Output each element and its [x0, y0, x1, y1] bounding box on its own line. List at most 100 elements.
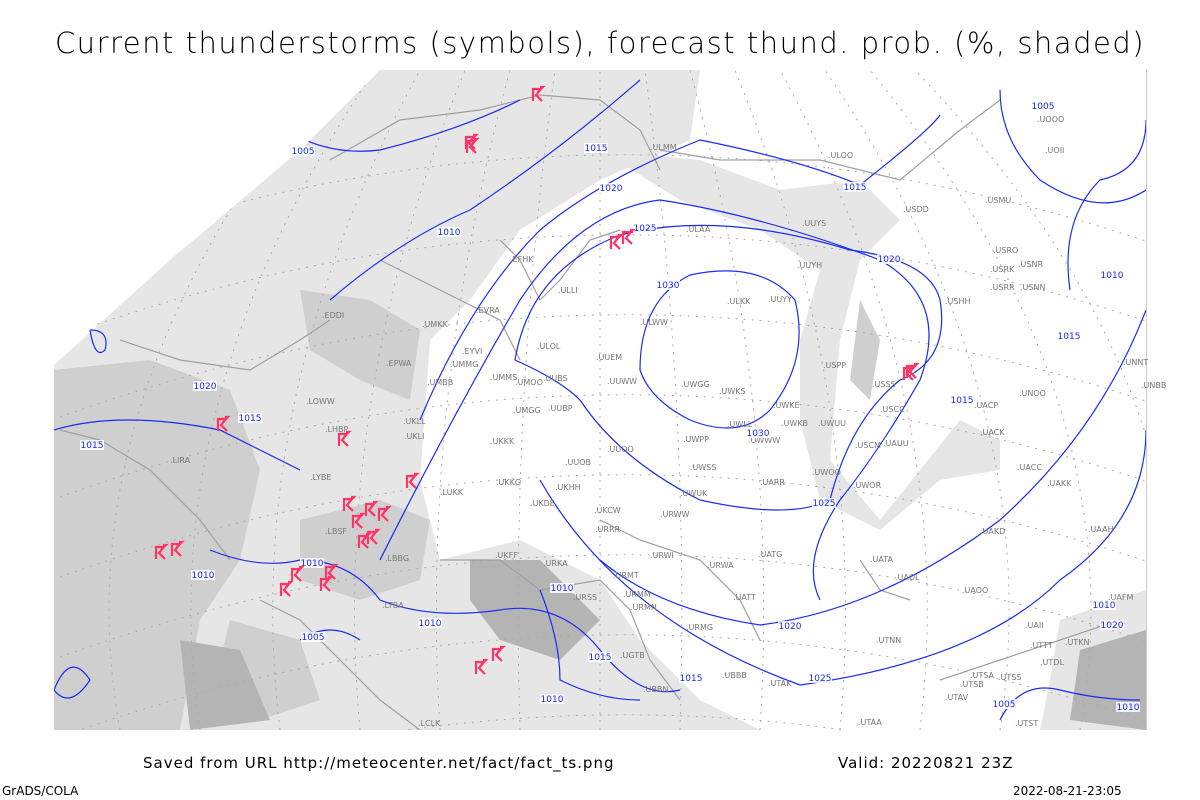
thunderstorm-icon	[465, 137, 480, 154]
isobar-line	[1067, 119, 1146, 291]
station-label: .UKDE	[530, 499, 555, 508]
valid-time: Valid: 20220821 23Z	[838, 754, 1014, 772]
isobar-label-background	[550, 583, 574, 593]
thunderstorm-symbols	[154, 85, 920, 675]
station-label: .UWWW	[748, 436, 780, 445]
station-label: .UWUU	[818, 419, 846, 428]
isobar-label-background	[80, 440, 104, 450]
isobar-label: 1015	[680, 674, 703, 684]
station-label: .ULLI	[558, 286, 578, 295]
isobar-label-background	[1092, 600, 1116, 610]
station-label: .UMOO	[515, 378, 543, 387]
isobar-label-background	[1116, 702, 1140, 712]
isobar-label: 1010	[551, 584, 574, 594]
station-label: .UUOO	[607, 445, 634, 454]
station-label: .UUYY	[768, 295, 792, 304]
station-label: .UTSB	[960, 680, 984, 689]
thunderstorm-icon	[405, 472, 420, 489]
isobar-label-background	[540, 694, 564, 704]
isobar-label-background	[746, 428, 770, 438]
station-label: .USRK	[990, 265, 1015, 274]
station-label: .UAOO	[962, 586, 988, 595]
isobar-label: 1020	[878, 255, 901, 265]
isobar-label-background	[656, 280, 680, 290]
station-label: .USRR	[990, 283, 1015, 292]
isobar-label: 1010	[419, 619, 442, 629]
thunderstorm-probability-area	[850, 300, 880, 400]
isobar-label: 1010	[1093, 601, 1116, 611]
station-label: .UATA	[870, 555, 894, 564]
station-label: .LIRA	[170, 456, 191, 465]
isobar-label: 1010	[1117, 703, 1140, 713]
station-label: .ULKK	[727, 297, 751, 306]
station-label: .UAUU	[883, 439, 909, 448]
station-label: .UTTT	[1030, 641, 1053, 650]
station-label: .UTAV	[945, 693, 969, 702]
isobar-label-background	[843, 182, 867, 192]
station-label: .UAKD	[980, 527, 1005, 536]
isobar-label-background	[437, 227, 461, 237]
isobar-label: 1015	[844, 183, 867, 193]
station-label: .LBBG	[385, 554, 409, 563]
coastline	[659, 99, 1001, 181]
isobar-label-background	[808, 673, 832, 683]
isobar-labels: 1005 1010 1015 1020 1025 1030 1030 1025 1020 1015…	[80, 101, 1140, 713]
isobar-label: 1020	[779, 622, 802, 632]
thunderstorm-probability-area	[180, 640, 270, 730]
thunderstorm-icon	[319, 575, 334, 592]
station-label: .UOII	[1045, 146, 1064, 155]
isobar-line	[329, 79, 641, 301]
parallel-line	[54, 314, 1146, 441]
coastline	[119, 319, 331, 371]
isobar-label: 1005	[1032, 102, 1055, 112]
isobar-label-background	[992, 699, 1016, 709]
isobar-label-background	[291, 146, 315, 156]
station-label: .USHH	[945, 297, 971, 306]
station-label: .UTAK	[768, 679, 792, 688]
parallel-line	[54, 554, 1146, 681]
thunderstorm-icon	[324, 563, 339, 580]
thunderstorm-icon	[364, 500, 379, 517]
map-border	[1146, 70, 1147, 730]
station-label: .UNOO	[1019, 389, 1046, 398]
isobar-label-background	[877, 254, 901, 264]
coastline	[259, 599, 421, 730]
station-label: .LYBE	[310, 473, 331, 482]
station-label: .URSS	[573, 593, 597, 602]
parallel-line	[54, 154, 1146, 281]
station-label: .EFHK	[510, 255, 534, 264]
coastline	[329, 94, 661, 171]
station-label: .UACK	[980, 428, 1005, 437]
station-label: .USNN	[1020, 283, 1045, 292]
coastline	[499, 229, 621, 302]
station-label: .UTSS	[998, 673, 1021, 682]
station-label: .UWKE	[773, 401, 800, 410]
isobar-label-background	[1100, 270, 1124, 280]
station-label: .UKHH	[555, 483, 581, 492]
station-label: .UATG	[758, 550, 782, 559]
thunderstorm-probability-area	[600, 150, 1000, 530]
station-label: .UTST	[1015, 719, 1038, 728]
parallel-line	[54, 634, 1146, 730]
generated-timestamp: 2022-08-21-23:05	[1013, 784, 1122, 798]
coastline	[859, 559, 911, 601]
station-label: .ULOL	[537, 342, 561, 351]
station-label: .LUKK	[440, 488, 464, 497]
station-label: .UBBB	[722, 671, 747, 680]
thunderstorm-icon	[621, 228, 636, 245]
meridian-line	[914, 70, 1146, 730]
station-label: .UARR	[760, 478, 785, 487]
station-label: .UKCW	[594, 506, 621, 515]
isobar-label-background	[812, 498, 836, 508]
isobar-label: 1030	[657, 281, 680, 291]
station-label: .ULWW	[640, 318, 668, 327]
isobar-label-background	[1057, 331, 1081, 341]
station-label: .UAKK	[1047, 479, 1072, 488]
isobar-line	[379, 199, 930, 601]
station-label: .UWKB	[781, 419, 808, 428]
station-label: .UWLL	[727, 420, 753, 429]
isobar-label: 1015	[81, 441, 104, 451]
thunderstorm-icon	[290, 565, 305, 582]
isobar-label-background	[300, 558, 324, 568]
